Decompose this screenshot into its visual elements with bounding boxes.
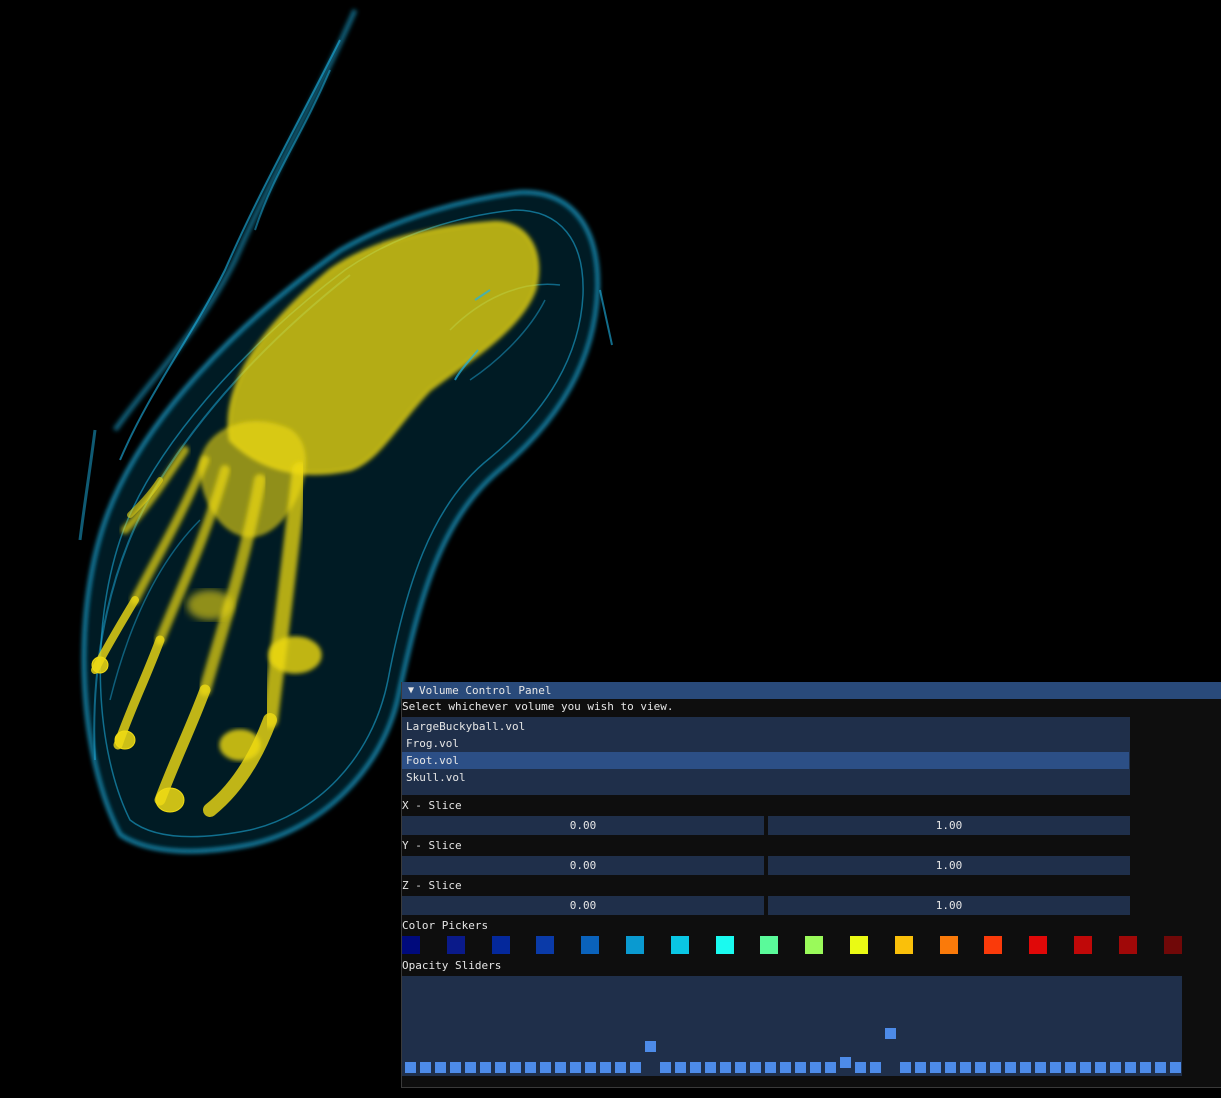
color-swatch-18[interactable] [1163, 936, 1182, 954]
opacity-handle-29[interactable] [825, 1062, 836, 1073]
opacity-handle-43[interactable] [1035, 1062, 1046, 1073]
opacity-handle-40[interactable] [990, 1062, 1001, 1073]
opacity-handle-22[interactable] [720, 1062, 731, 1073]
x-slice-max-slider[interactable]: 1.00 [768, 816, 1130, 835]
color-swatch-15[interactable] [1029, 936, 1048, 954]
opacity-handle-8[interactable] [510, 1062, 521, 1073]
opacity-handle-26[interactable] [780, 1062, 791, 1073]
color-swatch-4[interactable] [536, 936, 555, 954]
color-swatch-10[interactable] [805, 936, 824, 954]
color-swatch-17[interactable] [1118, 936, 1137, 954]
opacity-handle-1[interactable] [405, 1062, 416, 1073]
panel-title: Volume Control Panel [419, 684, 552, 697]
opacity-handle-12[interactable] [570, 1062, 581, 1073]
opacity-handle-21[interactable] [705, 1062, 716, 1073]
opacity-handle-16[interactable] [630, 1062, 641, 1073]
opacity-handle-23[interactable] [735, 1062, 746, 1073]
opacity-handle-24[interactable] [750, 1062, 761, 1073]
opacity-handle-30[interactable] [840, 1057, 851, 1069]
color-swatch-7[interactable] [670, 936, 689, 954]
opacity-handle-52[interactable] [1170, 1062, 1181, 1073]
opacity-handle-48[interactable] [1110, 1062, 1121, 1073]
opacity-handle-38[interactable] [960, 1062, 971, 1073]
opacity-handle-10[interactable] [540, 1062, 551, 1073]
x-slice-min-slider[interactable]: 0.00 [402, 816, 764, 835]
color-swatch-14[interactable] [984, 936, 1003, 954]
color-swatch-13[interactable] [939, 936, 958, 954]
volume-list[interactable]: LargeBuckyball.vol Frog.vol Foot.vol Sku… [402, 717, 1130, 795]
color-swatch-6[interactable] [626, 936, 644, 954]
color-pickers-label: Color Pickers [402, 919, 489, 932]
opacity-handle-31[interactable] [855, 1062, 866, 1073]
color-swatch-2[interactable] [446, 936, 465, 954]
opacity-handle-20[interactable] [690, 1062, 701, 1073]
volume-item-skull[interactable]: Skull.vol [406, 771, 466, 784]
color-swatch-11[interactable] [850, 936, 868, 954]
volume-item-foot[interactable]: Foot.vol [402, 752, 1129, 769]
bone-layer [91, 220, 540, 817]
opacity-handle-4[interactable] [450, 1062, 461, 1073]
opacity-handle-11[interactable] [555, 1062, 566, 1073]
opacity-handle-17[interactable] [645, 1041, 656, 1053]
instruction-text: Select whichever volume you wish to view… [402, 700, 674, 713]
opacity-handle-32[interactable] [870, 1062, 881, 1073]
volume-item-largebuckyball[interactable]: LargeBuckyball.vol [406, 720, 526, 733]
opacity-handle-33[interactable] [885, 1028, 896, 1040]
opacity-handle-19[interactable] [675, 1062, 686, 1073]
opacity-handle-42[interactable] [1020, 1062, 1031, 1073]
color-swatch-3[interactable] [491, 936, 510, 954]
opacity-handle-18[interactable] [660, 1062, 671, 1073]
opacity-handle-41[interactable] [1005, 1062, 1016, 1073]
x-slice-label: X - Slice [402, 799, 462, 812]
opacity-handle-27[interactable] [795, 1062, 806, 1073]
opacity-handle-50[interactable] [1140, 1062, 1151, 1073]
opacity-handle-25[interactable] [765, 1062, 776, 1073]
opacity-handle-2[interactable] [420, 1062, 431, 1073]
opacity-handle-5[interactable] [465, 1062, 476, 1073]
panel-title-bar[interactable]: ▼ Volume Control Panel [402, 682, 1221, 699]
opacity-handle-37[interactable] [945, 1062, 956, 1073]
opacity-handle-7[interactable] [495, 1062, 506, 1073]
opacity-handle-6[interactable] [480, 1062, 491, 1073]
opacity-handle-51[interactable] [1155, 1062, 1166, 1073]
opacity-handle-34[interactable] [900, 1062, 911, 1073]
opacity-handle-13[interactable] [585, 1062, 596, 1073]
color-swatch-12[interactable] [894, 936, 913, 954]
z-slice-min-slider[interactable]: 0.00 [402, 896, 764, 915]
opacity-sliders-label: Opacity Sliders [402, 959, 502, 972]
color-swatch-1[interactable] [402, 936, 420, 954]
opacity-handle-39[interactable] [975, 1062, 986, 1073]
volume-item-frog[interactable]: Frog.vol [406, 737, 459, 750]
opacity-handle-28[interactable] [810, 1062, 821, 1073]
color-swatch-9[interactable] [760, 936, 779, 954]
z-slice-max-slider[interactable]: 1.00 [768, 896, 1130, 915]
opacity-handle-49[interactable] [1125, 1062, 1136, 1073]
volume-control-panel: ▼ Volume Control Panel Select whichever … [401, 682, 1221, 1088]
opacity-handle-45[interactable] [1065, 1062, 1076, 1073]
color-swatch-8[interactable] [715, 936, 734, 954]
collapse-triangle-icon[interactable]: ▼ [408, 684, 415, 696]
opacity-handle-35[interactable] [915, 1062, 926, 1073]
opacity-handle-46[interactable] [1080, 1062, 1091, 1073]
opacity-slider-area[interactable] [402, 976, 1182, 1076]
color-swatch-5[interactable] [581, 936, 600, 954]
opacity-handle-3[interactable] [435, 1062, 446, 1073]
z-slice-label: Z - Slice [402, 879, 462, 892]
y-slice-min-slider[interactable]: 0.00 [402, 856, 764, 875]
opacity-handle-15[interactable] [615, 1062, 626, 1073]
y-slice-label: Y - Slice [402, 839, 462, 852]
opacity-handle-14[interactable] [600, 1062, 611, 1073]
y-slice-max-slider[interactable]: 1.00 [768, 856, 1130, 875]
color-swatch-16[interactable] [1074, 936, 1092, 954]
opacity-handle-9[interactable] [525, 1062, 536, 1073]
opacity-handle-44[interactable] [1050, 1062, 1061, 1073]
opacity-handle-47[interactable] [1095, 1062, 1106, 1073]
opacity-handle-36[interactable] [930, 1062, 941, 1073]
